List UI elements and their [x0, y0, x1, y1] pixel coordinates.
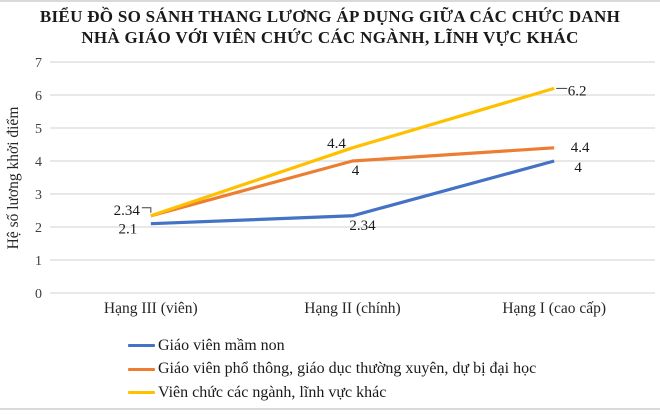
- y-tick-label: 7: [35, 56, 42, 71]
- data-label: 6.2: [568, 83, 587, 99]
- legend-item: Viên chức các ngành, lĩnh vực khác: [128, 381, 536, 405]
- data-label: 4.4: [571, 140, 590, 156]
- x-axis-label: Hạng II (chính): [304, 300, 400, 317]
- legend-item-label: Viên chức các ngành, lĩnh vực khác: [158, 383, 387, 401]
- legend-line-icon: [128, 391, 155, 395]
- y-tick-label: 4: [35, 155, 42, 170]
- y-tick-label: 1: [35, 254, 42, 269]
- data-label-leader: [141, 207, 152, 213]
- line-chart: 0 1 2 3 4 5 6 7 2.1 2.34 4 2.34 4 4.4 4.4 6.2 Hạng III (…: [35, 56, 655, 317]
- legend-item-label: Giáo viên mầm non: [158, 336, 285, 354]
- x-axis-label: Hạng III (viên): [104, 300, 198, 317]
- legend-line-icon: [128, 344, 155, 348]
- y-tick-label: 0: [35, 287, 42, 302]
- data-label: 2.34: [114, 203, 141, 219]
- legend-item-label: Giáo viên phổ thông, giáo dục thường xuy…: [158, 360, 537, 378]
- data-label: 2.1: [118, 222, 137, 238]
- chart-title-line-1: BIỂU ĐỒ SO SÁNH THANG LƯƠNG ÁP DỤNG GIỮA…: [39, 7, 621, 26]
- y-tick-label: 6: [35, 89, 42, 104]
- chart-title: BIỂU ĐỒ SO SÁNH THANG LƯƠNG ÁP DỤNG GIỮA…: [0, 6, 660, 48]
- y-tick-label: 3: [35, 188, 42, 203]
- data-label: 4: [574, 160, 582, 176]
- chart-legend: Giáo viên mầm non Giáo viên phổ thông, gi…: [128, 334, 536, 405]
- bottom-border-line: [0, 408, 660, 410]
- data-label: 4: [352, 163, 360, 179]
- y-tick-label: 5: [35, 122, 42, 137]
- data-label: 2.34: [349, 218, 376, 234]
- data-label: 4.4: [327, 136, 346, 152]
- legend-item: Giáo viên phổ thông, giáo dục thường xuy…: [128, 358, 536, 382]
- chart-title-line-2: NHÀ GIÁO VỚI VIÊN CHỨC CÁC NGÀNH, LĨNH V…: [81, 28, 579, 47]
- top-border-line: [0, 0, 660, 2]
- series-line-0: [150, 159, 555, 226]
- x-axis-label: Hạng I (cao cấp): [502, 300, 606, 317]
- y-tick-label: 2: [35, 221, 42, 236]
- series-line-1: [150, 146, 555, 218]
- legend-item: Giáo viên mầm non: [128, 334, 536, 358]
- legend-line-icon: [128, 367, 155, 371]
- series-line-2: [150, 86, 555, 218]
